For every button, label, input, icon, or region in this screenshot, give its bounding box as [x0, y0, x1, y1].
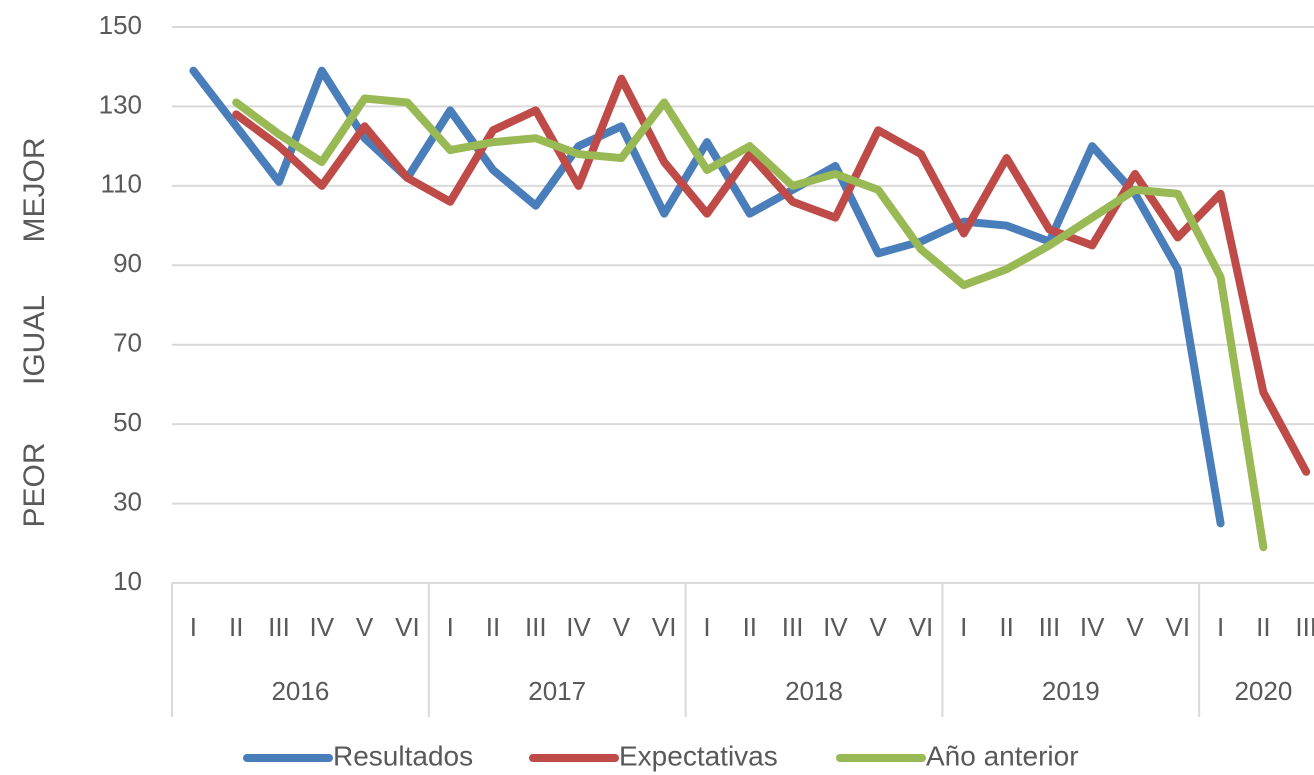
y-tick-label: 50: [113, 407, 142, 437]
x-tick-label: VI: [909, 612, 934, 642]
x-tick-label: II: [229, 612, 243, 642]
x-tick-label: I: [1217, 612, 1224, 642]
x-tick-label: VI: [652, 612, 677, 642]
y-axis-label: PEOR: [18, 442, 51, 527]
x-tick-label: I: [190, 612, 197, 642]
x-group-label: 2017: [528, 676, 586, 706]
y-tick-label: 110: [101, 169, 142, 199]
data-line: [232, 94, 1268, 552]
x-tick-label: III: [525, 612, 547, 642]
legend-label: Expectativas: [619, 740, 778, 771]
y-axis-label: IGUAL: [18, 295, 51, 385]
y-tick-label: 30: [113, 486, 142, 516]
x-tick-label: V: [613, 612, 631, 642]
x-tick-label: III: [782, 612, 804, 642]
legend-label: Año anterior: [926, 740, 1079, 771]
x-group-label: 2019: [1042, 676, 1100, 706]
data-line: [232, 74, 1311, 476]
y-tick-label: 10: [113, 566, 142, 596]
y-tick-label: 150: [99, 10, 142, 40]
x-tick-label: II: [1256, 612, 1270, 642]
x-tick-label: III: [1295, 612, 1314, 642]
x-tick-label: IV: [823, 612, 848, 642]
x-tick-label: V: [1126, 612, 1144, 642]
x-tick-label: I: [960, 612, 967, 642]
x-group-label: 2018: [785, 676, 843, 706]
y-tick-label: 90: [113, 248, 142, 278]
x-tick-label: II: [743, 612, 757, 642]
x-group-label: 2020: [1234, 676, 1292, 706]
data-line: [189, 66, 1225, 528]
x-tick-label: V: [870, 612, 888, 642]
y-tick-label: 130: [99, 89, 142, 119]
x-tick-label: VI: [1166, 612, 1191, 642]
x-tick-label: IV: [566, 612, 591, 642]
x-tick-label: III: [268, 612, 290, 642]
x-tick-label: III: [1039, 612, 1061, 642]
x-group-label: 2016: [271, 676, 329, 706]
x-tick-label: I: [703, 612, 710, 642]
x-tick-label: II: [486, 612, 500, 642]
x-tick-label: I: [447, 612, 454, 642]
x-tick-label: IV: [1080, 612, 1105, 642]
legend-label: Resultados: [333, 740, 473, 771]
x-tick-label: IV: [310, 612, 335, 642]
x-tick-label: VI: [395, 612, 420, 642]
x-tick-label: V: [356, 612, 374, 642]
x-tick-label: II: [999, 612, 1013, 642]
y-tick-label: 70: [113, 328, 142, 358]
y-axis-label: MEJOR: [18, 138, 51, 243]
